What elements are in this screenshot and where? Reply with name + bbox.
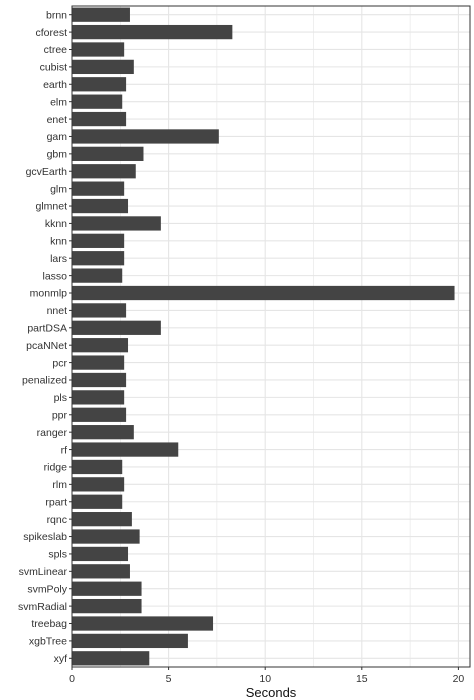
y-tick-label: lasso xyxy=(42,270,67,282)
y-tick-label: nnet xyxy=(47,305,68,317)
y-tick-label: spls xyxy=(48,549,67,561)
x-tick-label: 20 xyxy=(453,673,465,685)
y-tick-label: ctree xyxy=(44,44,68,56)
bar-elm xyxy=(72,94,123,109)
y-tick-label: gbm xyxy=(47,149,68,161)
bar-partDSA xyxy=(72,320,161,335)
y-tick-label: knn xyxy=(50,236,67,248)
y-tick-label: pls xyxy=(54,392,67,404)
y-tick-label: enet xyxy=(47,114,68,126)
bar-svmRadial xyxy=(72,598,142,614)
y-tick-label: svmPoly xyxy=(27,583,67,595)
y-tick-label: glmnet xyxy=(35,201,67,213)
bar-ridge xyxy=(72,459,123,475)
y-tick-label: kknn xyxy=(45,218,67,230)
y-tick-label: treebag xyxy=(31,618,67,630)
grid-lines xyxy=(71,6,470,667)
y-tick-label: cubist xyxy=(40,62,68,74)
bar-brnn xyxy=(72,7,130,22)
bar-enet xyxy=(72,111,127,127)
bar-rpart xyxy=(72,494,123,509)
bar-pcr xyxy=(72,355,125,370)
bar-svmLinear xyxy=(72,564,130,579)
y-tick-label: rf xyxy=(61,444,67,456)
bar-spikeslab xyxy=(72,529,140,544)
x-tick-label: 15 xyxy=(356,673,368,685)
y-tick-label: penalized xyxy=(22,375,67,387)
bar-earth xyxy=(72,77,127,92)
bar-ranger xyxy=(72,425,134,440)
y-tick-label: brnn xyxy=(46,9,67,21)
bar-nnet xyxy=(72,303,127,318)
bar-pls xyxy=(72,390,125,405)
y-tick-label: ridge xyxy=(44,462,68,474)
y-axis-ticks: brnn cforest ctree cubist earth elm enet gam gbm… xyxy=(18,9,72,665)
y-tick-label: ranger xyxy=(37,427,68,439)
bar-xyf xyxy=(72,651,150,666)
y-tick-label: glm xyxy=(50,183,67,195)
bar-spls xyxy=(72,546,129,562)
y-tick-label: ppr xyxy=(52,409,68,421)
y-tick-label: lars xyxy=(50,253,67,265)
bar-gam xyxy=(72,129,219,144)
y-tick-label: elm xyxy=(50,96,67,108)
bar-monmlp xyxy=(72,285,455,301)
x-tick-label: 10 xyxy=(259,673,271,685)
bar-glmnet xyxy=(72,198,129,214)
y-tick-label: pcr xyxy=(52,357,67,369)
bar-gcvEarth xyxy=(72,164,136,179)
y-tick-label: spikeslab xyxy=(23,531,67,543)
bar-cforest xyxy=(72,24,233,40)
y-tick-label: svmRadial xyxy=(18,601,67,613)
x-axis-title: Seconds xyxy=(246,685,297,700)
bar-pcaNNet xyxy=(72,338,129,353)
y-tick-label: rpart xyxy=(45,496,67,508)
bar-ctree xyxy=(72,42,125,57)
bar-ppr xyxy=(72,407,127,422)
bar-svmPoly xyxy=(72,581,142,596)
y-tick-label: rqnc xyxy=(47,514,67,526)
y-tick-label: svmLinear xyxy=(19,566,68,578)
bars xyxy=(72,7,455,666)
y-tick-label: xyf xyxy=(54,653,68,665)
y-tick-label: pcaNNet xyxy=(26,340,67,352)
y-tick-label: gam xyxy=(47,131,68,143)
y-tick-label: partDSA xyxy=(27,323,67,335)
bar-glm xyxy=(72,181,125,196)
bar-knn xyxy=(72,233,125,248)
bar-cubist xyxy=(72,59,134,75)
y-tick-label: cforest xyxy=(35,27,67,39)
y-tick-label: monmlp xyxy=(30,288,68,300)
y-tick-label: earth xyxy=(43,79,67,91)
bar-rqnc xyxy=(72,512,132,527)
bar-xgbTree xyxy=(72,633,188,649)
y-tick-label: rlm xyxy=(52,479,67,491)
bar-rf xyxy=(72,442,179,457)
x-axis-ticks: 0 5 10 15 20 xyxy=(69,667,464,685)
y-tick-label: gcvEarth xyxy=(26,166,68,178)
bar-rlm xyxy=(72,477,125,492)
x-tick-label: 5 xyxy=(166,673,172,685)
bar-lasso xyxy=(72,268,123,283)
bar-lars xyxy=(72,251,125,266)
bar-gbm xyxy=(72,146,144,161)
bar-kknn xyxy=(72,216,161,231)
bar-treebag xyxy=(72,616,214,631)
panel-border xyxy=(71,5,471,668)
x-tick-label: 0 xyxy=(69,673,75,685)
y-tick-label: xgbTree xyxy=(29,636,67,648)
bar-penalized xyxy=(72,372,127,388)
